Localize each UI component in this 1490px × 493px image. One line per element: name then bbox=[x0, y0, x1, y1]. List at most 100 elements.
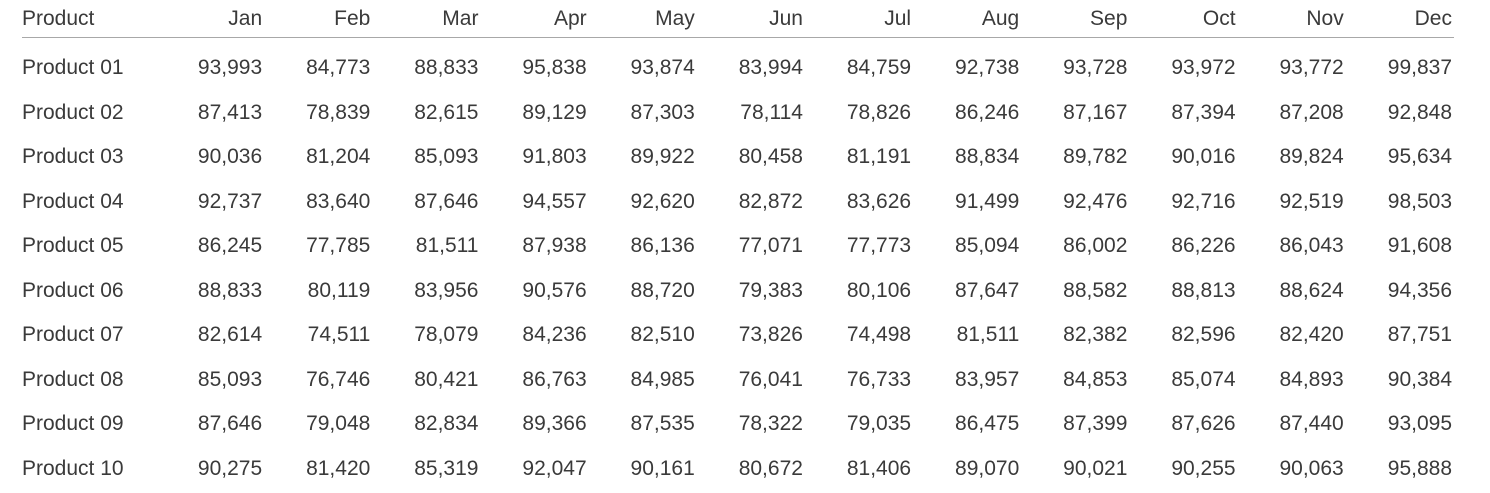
column-header-month: Mar bbox=[372, 0, 481, 38]
sales-value-cell: 86,246 bbox=[955, 100, 1020, 124]
column-header-month: Aug bbox=[913, 0, 1022, 38]
sales-value-cell: 85,074 bbox=[1171, 367, 1236, 391]
column-header-month: Nov bbox=[1237, 0, 1346, 38]
sales-value-cell: 87,208 bbox=[1279, 100, 1344, 124]
sales-value-cell: 90,063 bbox=[1279, 456, 1344, 480]
sales-value-cell: 93,728 bbox=[1063, 56, 1128, 80]
sales-value-cell: 80,106 bbox=[846, 278, 912, 302]
sales-value-cell: 87,626 bbox=[1171, 412, 1236, 436]
sales-value-cell: 78,826 bbox=[846, 100, 912, 124]
column-header-product: Product bbox=[22, 0, 156, 38]
sales-value-cell: 80,458 bbox=[738, 145, 803, 169]
sales-value-cell: 77,785 bbox=[306, 234, 371, 258]
product-name-cell: Product 04 bbox=[22, 189, 124, 213]
table-header: Product Jan Feb Mar Apr May Jun Jul Aug Sep Oct Nov… bbox=[22, 0, 1454, 38]
sales-value-cell: 84,773 bbox=[306, 56, 371, 80]
sales-value-cell: 84,236 bbox=[522, 323, 587, 347]
column-header-month: Jan bbox=[156, 0, 265, 38]
sales-value-cell: 87,751 bbox=[1387, 323, 1452, 347]
table-row: Product 03 90,036 81,204 85,093 91,803 89,922… bbox=[22, 135, 1454, 180]
sales-value-cell: 92,047 bbox=[522, 456, 587, 480]
sales-value-cell: 83,640 bbox=[306, 189, 371, 213]
sales-value-cell: 89,824 bbox=[1279, 145, 1344, 169]
sales-value-cell: 86,002 bbox=[1063, 234, 1128, 258]
sales-value-cell: 85,319 bbox=[414, 456, 479, 480]
table-row: Product 02 87,413 78,839 82,615 89,129 87,303… bbox=[22, 91, 1454, 136]
sales-value-cell: 79,383 bbox=[738, 278, 803, 302]
sales-value-cell: 82,834 bbox=[414, 412, 479, 436]
sales-value-cell: 83,957 bbox=[955, 367, 1020, 391]
sales-value-cell: 88,833 bbox=[414, 56, 479, 80]
sales-value-cell: 93,772 bbox=[1279, 56, 1344, 80]
sales-value-cell: 88,813 bbox=[1171, 278, 1236, 302]
column-header-month: Apr bbox=[480, 0, 589, 38]
sales-value-cell: 82,615 bbox=[414, 100, 479, 124]
sales-value-cell: 74,511 bbox=[307, 323, 371, 347]
table-row: Product 04 92,737 83,640 87,646 94,557 92,620… bbox=[22, 180, 1454, 225]
sales-value-cell: 87,413 bbox=[197, 100, 263, 124]
product-name-cell: Product 07 bbox=[22, 323, 124, 347]
sales-value-cell: 82,596 bbox=[1171, 323, 1236, 347]
sales-value-cell: 87,303 bbox=[630, 100, 695, 124]
sales-value-cell: 86,136 bbox=[630, 234, 695, 258]
sales-value-cell: 86,043 bbox=[1279, 234, 1344, 258]
sales-value-cell: 81,191 bbox=[846, 145, 912, 169]
sales-value-cell: 78,322 bbox=[738, 412, 803, 436]
sales-value-cell: 76,041 bbox=[738, 367, 803, 391]
sales-value-cell: 87,647 bbox=[955, 278, 1020, 302]
table-row: Product 09 87,646 79,048 82,834 89,366 87,535… bbox=[22, 402, 1454, 447]
sales-value-cell: 82,872 bbox=[738, 189, 803, 213]
product-name-cell: Product 09 bbox=[22, 412, 124, 436]
sales-value-cell: 79,035 bbox=[846, 412, 912, 436]
sales-value-cell: 92,476 bbox=[1063, 189, 1128, 213]
sales-value-cell: 77,071 bbox=[738, 234, 803, 258]
sales-value-cell: 91,499 bbox=[955, 189, 1020, 213]
sales-value-cell: 82,382 bbox=[1063, 323, 1128, 347]
sales-value-cell: 90,161 bbox=[630, 456, 695, 480]
sales-value-cell: 86,245 bbox=[197, 234, 263, 258]
sales-value-cell: 90,384 bbox=[1387, 367, 1452, 391]
sales-value-cell: 92,738 bbox=[955, 56, 1020, 80]
sales-value-cell: 87,646 bbox=[414, 189, 479, 213]
sales-value-cell: 87,646 bbox=[197, 412, 263, 436]
sales-value-cell: 89,129 bbox=[522, 100, 587, 124]
sales-value-cell: 81,406 bbox=[846, 456, 912, 480]
sales-value-cell: 76,746 bbox=[306, 367, 371, 391]
product-name-cell: Product 08 bbox=[22, 367, 124, 391]
sales-value-cell: 80,119 bbox=[307, 278, 371, 302]
sales-value-cell: 92,848 bbox=[1387, 100, 1452, 124]
product-name-cell: Product 01 bbox=[22, 56, 124, 80]
sales-value-cell: 92,716 bbox=[1171, 189, 1236, 213]
sales-value-cell: 87,399 bbox=[1063, 412, 1128, 436]
sales-value-cell: 88,833 bbox=[197, 278, 263, 302]
sales-value-cell: 89,366 bbox=[522, 412, 587, 436]
column-header-month: Jul bbox=[804, 0, 914, 38]
sales-value-cell: 95,838 bbox=[522, 56, 587, 80]
sales-value-cell: 74,498 bbox=[846, 323, 912, 347]
sales-value-cell: 78,839 bbox=[306, 100, 371, 124]
sales-value-cell: 86,763 bbox=[522, 367, 587, 391]
sales-value-cell: 82,614 bbox=[197, 323, 263, 347]
sales-value-cell: 87,394 bbox=[1171, 100, 1236, 124]
sales-value-cell: 87,535 bbox=[630, 412, 695, 436]
sales-value-cell: 78,114 bbox=[740, 100, 803, 124]
sales-value-cell: 86,475 bbox=[955, 412, 1020, 436]
sales-value-cell: 93,993 bbox=[197, 56, 263, 80]
sales-table-container: Product Jan Feb Mar Apr May Jun Jul Aug Sep Oct Nov… bbox=[22, 0, 1454, 491]
sales-value-cell: 92,519 bbox=[1279, 189, 1344, 213]
sales-value-cell: 85,093 bbox=[414, 145, 479, 169]
sales-value-cell: 81,204 bbox=[306, 145, 371, 169]
sales-value-cell: 93,095 bbox=[1387, 412, 1452, 436]
table-row: Product 06 88,833 80,119 83,956 90,576 88,720… bbox=[22, 269, 1454, 314]
sales-value-cell: 84,853 bbox=[1063, 367, 1128, 391]
sales-value-cell: 85,094 bbox=[955, 234, 1020, 258]
table-row: Product 10 90,275 81,420 85,319 92,047 90,161… bbox=[22, 447, 1454, 492]
sales-value-cell: 82,510 bbox=[630, 323, 695, 347]
sales-value-cell: 82,420 bbox=[1279, 323, 1344, 347]
sales-value-cell: 83,626 bbox=[846, 189, 912, 213]
sales-value-cell: 90,036 bbox=[197, 145, 263, 169]
table-row: Product 07 82,614 74,511 78,079 84,236 82,510… bbox=[22, 313, 1454, 358]
sales-value-cell: 94,356 bbox=[1387, 278, 1452, 302]
sales-value-cell: 88,624 bbox=[1279, 278, 1344, 302]
sales-value-cell: 89,070 bbox=[955, 456, 1020, 480]
